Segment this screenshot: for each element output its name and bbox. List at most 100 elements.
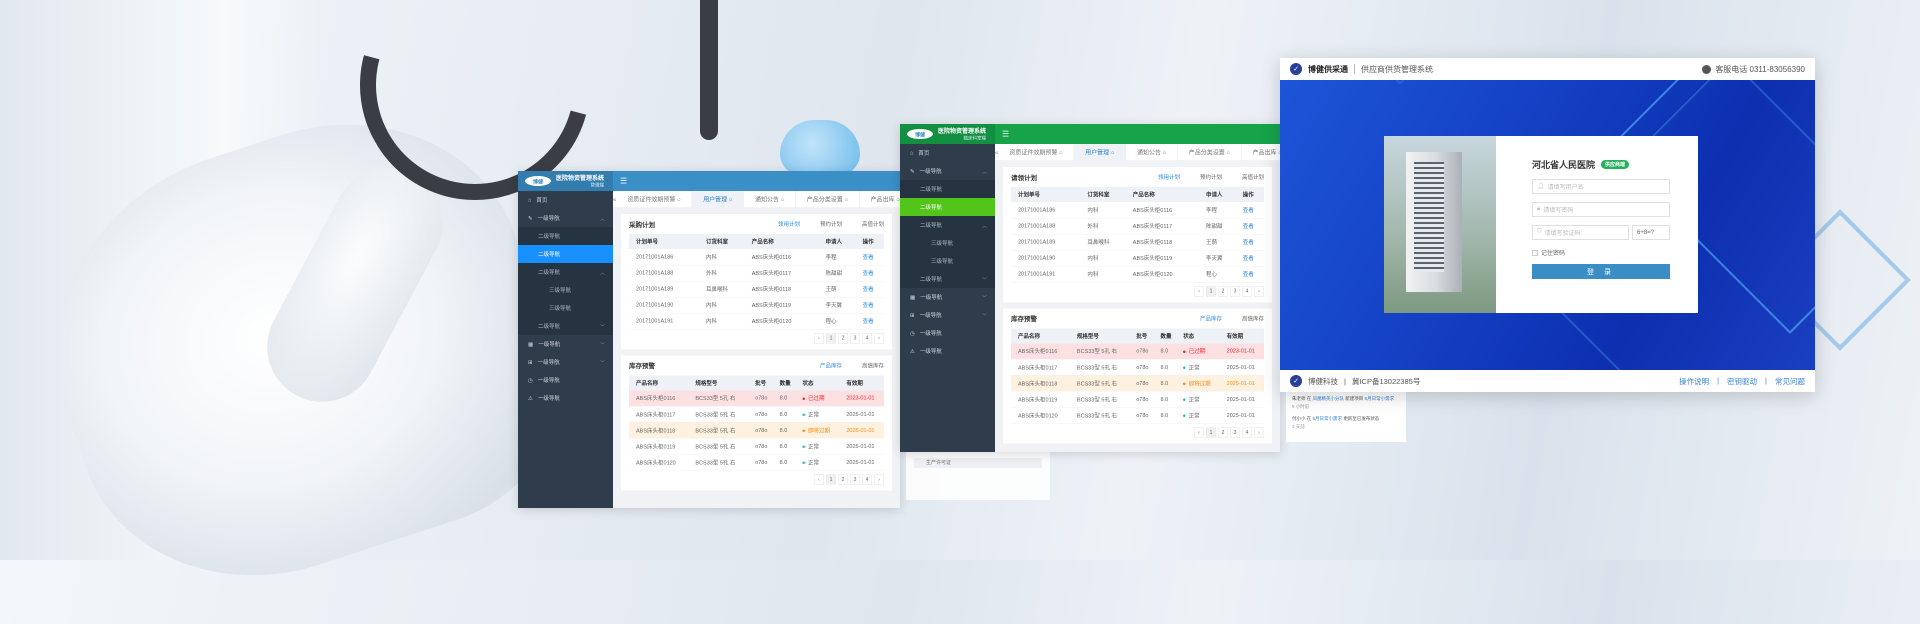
tab[interactable]: 产品出库 ○ (860, 191, 900, 208)
tab[interactable]: 用户管理 ○ (1074, 143, 1126, 161)
card-tab[interactable]: 高值计划 (862, 221, 884, 228)
sidebar-item[interactable]: 三级导航 (900, 252, 995, 270)
remember-checkbox[interactable] (1532, 249, 1538, 256)
page-button[interactable]: 4 (862, 333, 872, 344)
sidebar-item[interactable]: ⊞ 一级导航 ﹀ (518, 353, 613, 371)
page-button[interactable]: › (1254, 286, 1264, 297)
page-button[interactable]: › (874, 474, 884, 485)
card-tab[interactable]: 领用计划 (1158, 174, 1180, 181)
captcha-image[interactable]: 6+8=? (1632, 225, 1670, 240)
view-link[interactable]: 查看 (1235, 250, 1264, 267)
sidebar-item[interactable]: 三级导航 (518, 299, 613, 317)
card-tab[interactable]: 高值库存 (1242, 315, 1264, 322)
page-button[interactable]: 1 (826, 333, 836, 344)
page-button[interactable]: › (1254, 427, 1264, 438)
sidebar-item-label: 一级导航 (919, 330, 942, 337)
sidebar-item[interactable]: ◷ 一级导航 (900, 324, 995, 342)
tab[interactable]: 资质证件效期预警 ○ (616, 190, 693, 208)
view-link[interactable]: 查看 (855, 313, 884, 330)
sidebar-item[interactable]: 二级导航 ︿ (518, 263, 613, 281)
tab[interactable]: 产品分类设置 ○ (796, 190, 860, 208)
sidebar-item[interactable]: 二级导航 (900, 198, 995, 216)
page-button[interactable]: ‹ (1194, 286, 1204, 297)
tab[interactable]: 产品分类设置 ○ (1178, 143, 1242, 161)
column-header: 申请人 (1199, 187, 1236, 202)
view-link[interactable]: 查看 (855, 281, 884, 298)
tab[interactable]: 通知公告 ○ (744, 190, 796, 208)
view-link[interactable]: 查看 (1235, 202, 1264, 219)
page-button[interactable]: 1 (1206, 427, 1216, 438)
license-menu-item[interactable]: 生产许可证 (914, 458, 1042, 468)
tab[interactable]: 资质证件效期预警 ○ (998, 143, 1075, 161)
card-tab[interactable]: 预约计划 (820, 221, 842, 228)
sidebar-item[interactable]: ✎ 一级导航 ︿ (900, 162, 995, 180)
tab[interactable]: 通知公告 ○ (1126, 143, 1178, 161)
sidebar-item[interactable]: ▦ 一级导航 ﹀ (518, 335, 613, 353)
page-button[interactable]: 1 (826, 474, 836, 485)
sidebar-item[interactable]: ▦ 一级导航 ﹀ (900, 288, 995, 306)
sidebar-item[interactable]: ⌂ 首页 (900, 144, 995, 162)
view-link[interactable]: 查看 (855, 265, 884, 282)
page-button[interactable]: ‹ (814, 474, 824, 485)
view-link[interactable]: 查看 (855, 297, 884, 314)
login-button[interactable]: 登 录 (1532, 264, 1670, 279)
page-button[interactable]: 3 (1230, 286, 1240, 297)
activity-target-link[interactable]: 5月日常小需求 (1364, 396, 1395, 401)
key-driver-link[interactable]: 密钥驱动 (1727, 376, 1758, 386)
sidebar-item[interactable]: 二级导航 ︿ (900, 216, 995, 234)
sidebar-item[interactable]: 三级导航 (518, 281, 613, 299)
view-link[interactable]: 查看 (855, 249, 884, 266)
faq-link[interactable]: 常见问题 (1775, 376, 1805, 386)
tab[interactable]: 用户管理 ○ (692, 190, 744, 208)
activity-group-link[interactable]: 5月日常小需求 (1312, 416, 1343, 421)
sidebar-item[interactable]: ⊞ 一级导航 ﹀ (900, 306, 995, 324)
sidebar-item[interactable]: ⚠ 一级导航 (518, 389, 613, 407)
card-tab[interactable]: 预约计划 (1200, 174, 1222, 181)
captcha-input[interactable]: ⛉ 请填写验证码 (1532, 225, 1629, 240)
view-link[interactable]: 查看 (1235, 234, 1264, 251)
sidebar-item[interactable]: ✎ 一级导航 ︿ (518, 209, 613, 227)
page-button[interactable]: 2 (1218, 427, 1228, 438)
table-row: 20171001A189 耳鼻喉科 ABS床头柜0118 王萌 查看 (1011, 234, 1264, 251)
password-input[interactable]: 🔒︎ 请填写密码 (1532, 202, 1670, 217)
page-button[interactable]: 2 (838, 474, 848, 485)
hamburger-icon[interactable]: ☰ (620, 177, 628, 186)
collapse-arrow-icon[interactable]: « (995, 148, 999, 156)
page-button[interactable]: › (874, 333, 884, 344)
card-tab[interactable]: 高值库存 (862, 362, 884, 369)
card-tab[interactable]: 产品库存 (1200, 315, 1222, 322)
view-link[interactable]: 查看 (1235, 218, 1264, 235)
brand-logo: 博健 (907, 129, 933, 139)
sidebar-item[interactable]: ◷ 一级导航 (518, 371, 613, 389)
username-input[interactable]: 👤︎ 请填写用户名 (1532, 179, 1670, 194)
sidebar-item[interactable]: 二级导航 (900, 180, 995, 198)
activity-group-link[interactable]: 凤凰精英小分队 (1312, 396, 1345, 401)
page-button[interactable]: 3 (850, 333, 860, 344)
table-cell: 8.0 (1153, 343, 1177, 360)
page-button[interactable]: 4 (1242, 286, 1252, 297)
card-tab[interactable]: 高值计划 (1242, 174, 1264, 181)
sidebar-item[interactable]: 二级导航 ﹀ (900, 270, 995, 288)
collapse-arrow-icon[interactable]: « (613, 195, 617, 203)
sidebar-item[interactable]: 三级导航 (900, 234, 995, 252)
page-button[interactable]: 1 (1206, 286, 1216, 297)
help-link[interactable]: 操作说明 (1679, 376, 1710, 386)
page-button[interactable]: 4 (1242, 427, 1252, 438)
tab[interactable]: 产品出库 ○ (1242, 144, 1280, 161)
card-tab[interactable]: 领用计划 (778, 221, 800, 228)
sidebar-item[interactable]: 二级导航 (518, 227, 613, 245)
page-button[interactable]: 2 (1218, 286, 1228, 297)
page-button[interactable]: 4 (862, 474, 872, 485)
page-button[interactable]: 3 (850, 474, 860, 485)
page-button[interactable]: 2 (838, 333, 848, 344)
view-link[interactable]: 查看 (1235, 266, 1264, 283)
sidebar-item[interactable]: 二级导航 ﹀ (518, 317, 613, 335)
sidebar-item[interactable]: ⌂ 首页 (518, 191, 613, 209)
page-button[interactable]: 3 (1230, 427, 1240, 438)
page-button[interactable]: ‹ (1194, 427, 1204, 438)
sidebar-item[interactable]: ⚠ 一级导航 (900, 342, 995, 360)
page-button[interactable]: ‹ (814, 333, 824, 344)
card-tab[interactable]: 产品库存 (820, 362, 842, 369)
sidebar-item[interactable]: 二级导航 (518, 245, 613, 263)
hamburger-icon[interactable]: ☰ (1002, 130, 1010, 139)
